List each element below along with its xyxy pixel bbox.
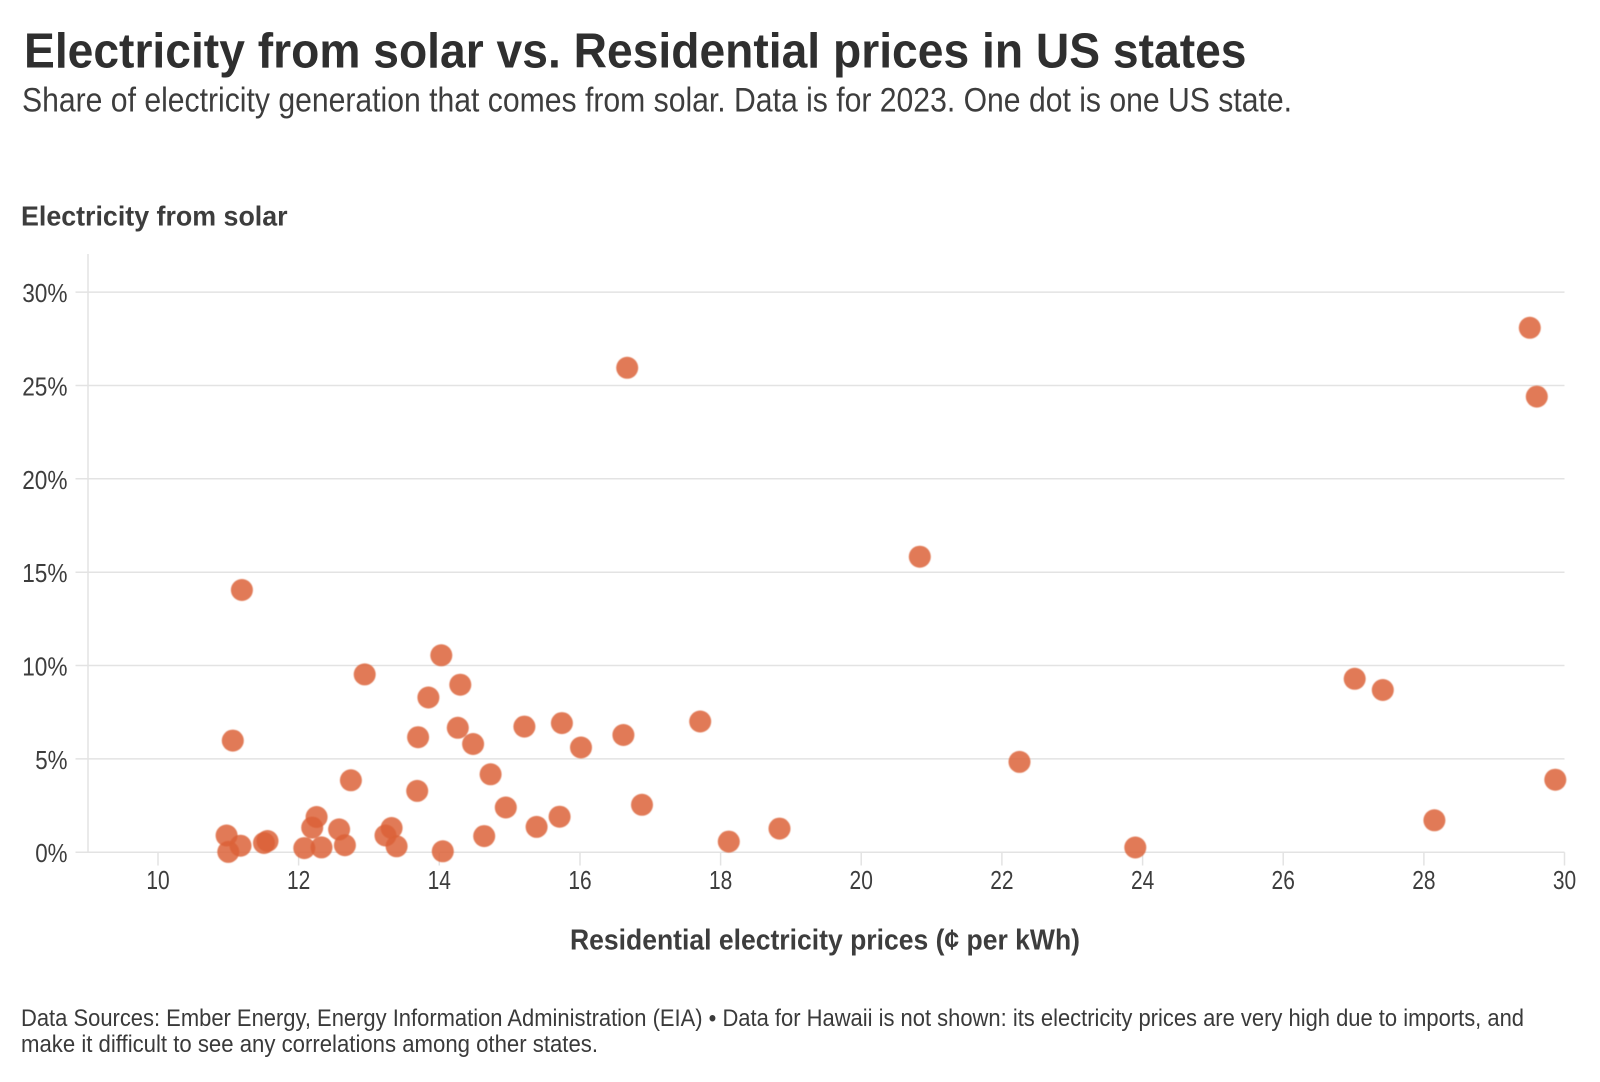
svg-text:10: 10 [146, 865, 169, 895]
svg-text:Data Sources: Ember Energy, En: Data Sources: Ember Energy, Energy Infor… [21, 1005, 1524, 1032]
svg-text:Residential electricity prices: Residential electricity prices (¢ per kW… [570, 924, 1080, 956]
svg-text:0%: 0% [35, 838, 67, 868]
svg-text:Electricity from solar vs. Res: Electricity from solar vs. Residential p… [24, 25, 1247, 79]
svg-text:15%: 15% [22, 558, 67, 588]
svg-text:Electricity from solar: Electricity from solar [21, 200, 288, 231]
svg-text:24: 24 [1131, 865, 1154, 895]
svg-text:18: 18 [709, 865, 732, 895]
svg-text:25%: 25% [22, 372, 67, 402]
svg-text:22: 22 [990, 865, 1013, 895]
svg-text:5%: 5% [35, 745, 67, 775]
svg-text:make it difficult to see any c: make it difficult to see any correlation… [21, 1031, 598, 1058]
svg-text:14: 14 [428, 865, 451, 895]
svg-text:20%: 20% [22, 465, 67, 495]
svg-text:12: 12 [287, 865, 310, 895]
svg-text:30: 30 [1553, 865, 1576, 895]
svg-text:30%: 30% [22, 278, 67, 308]
svg-text:20: 20 [850, 865, 873, 895]
svg-text:10%: 10% [22, 652, 67, 682]
svg-text:Share of electricity generatio: Share of electricity generation that com… [22, 81, 1292, 119]
svg-text:26: 26 [1272, 865, 1295, 895]
svg-text:16: 16 [568, 865, 591, 895]
svg-text:28: 28 [1412, 865, 1435, 895]
